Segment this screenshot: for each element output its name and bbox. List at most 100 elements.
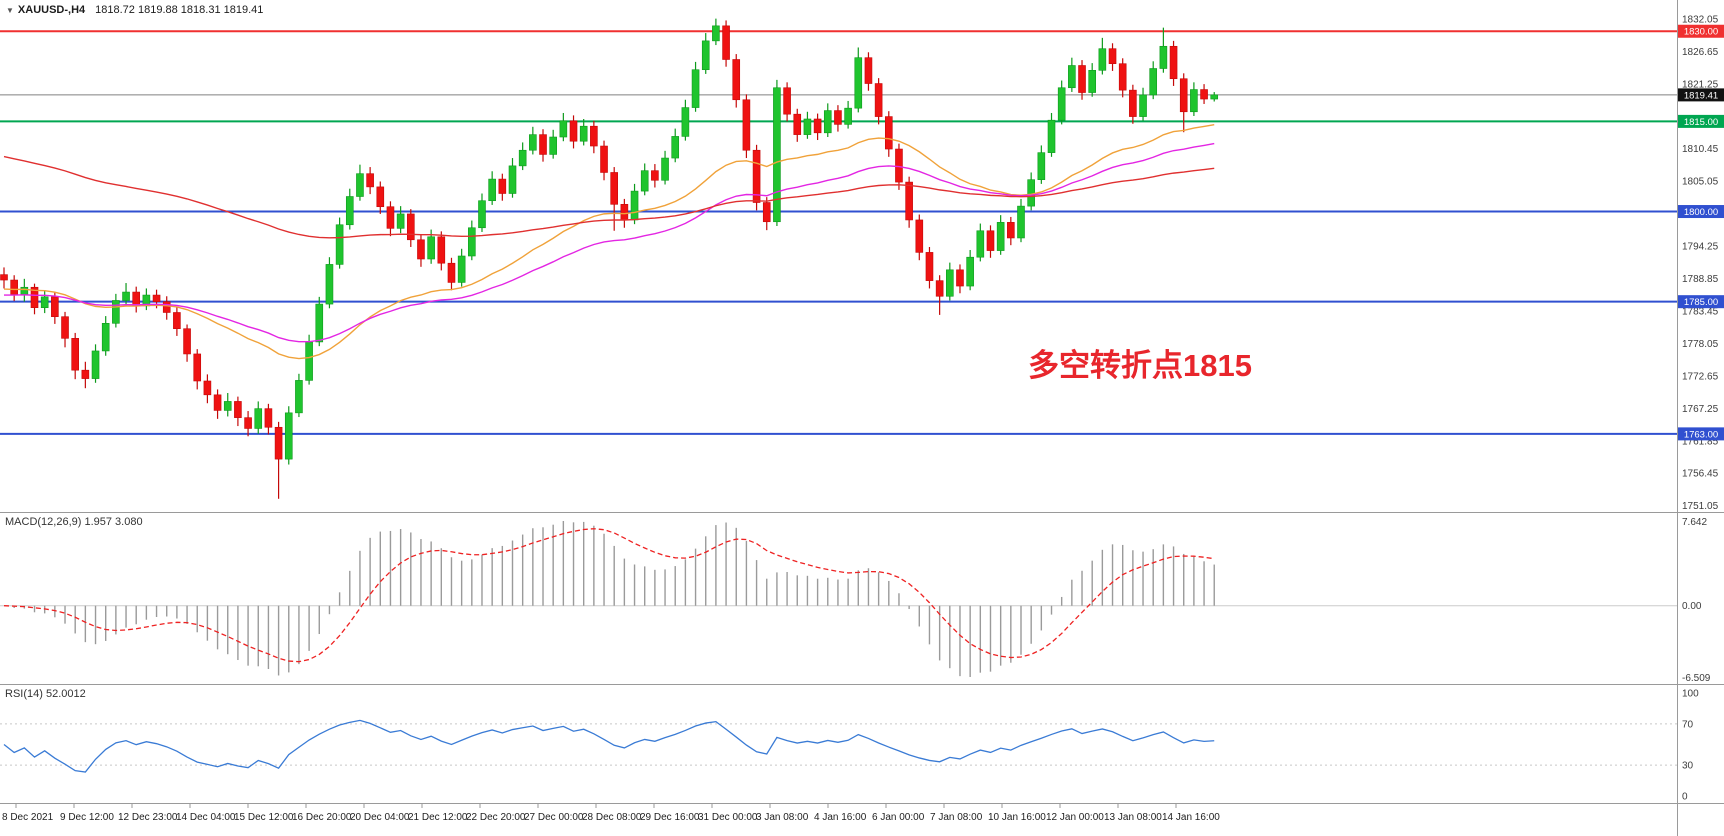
svg-text:1788.85: 1788.85 xyxy=(1682,274,1719,285)
svg-text:15 Dec 12:00: 15 Dec 12:00 xyxy=(234,812,294,823)
svg-text:12 Dec 23:00: 12 Dec 23:00 xyxy=(118,812,178,823)
candle xyxy=(752,149,761,203)
candle xyxy=(498,178,507,194)
candle xyxy=(539,134,547,155)
candle xyxy=(40,296,49,308)
candle xyxy=(559,120,568,138)
candle xyxy=(1190,89,1198,113)
svg-text:14 Jan 16:00: 14 Jan 16:00 xyxy=(1162,812,1220,823)
svg-text:1830.00: 1830.00 xyxy=(1684,27,1718,38)
candle xyxy=(1179,78,1188,113)
candle xyxy=(1139,94,1147,117)
candle xyxy=(783,87,791,115)
candle xyxy=(508,165,517,194)
svg-text:1751.05: 1751.05 xyxy=(1682,501,1719,512)
macd-chart[interactable]: 7.642 0.00 -6.509 xyxy=(0,513,1724,685)
price-chart-panel[interactable]: 1832.05 1826.65 1821.25 1810.45 1805.05 1794.… xyxy=(0,0,1724,513)
svg-text:100: 100 xyxy=(1682,689,1699,700)
candle xyxy=(51,296,59,317)
symbol-dropdown-icon[interactable]: ▼ xyxy=(6,6,14,15)
candle xyxy=(844,107,852,125)
candle xyxy=(1149,68,1158,96)
candle xyxy=(925,252,934,281)
candle xyxy=(254,408,263,429)
candle xyxy=(518,149,527,167)
svg-text:22 Dec 20:00: 22 Dec 20:00 xyxy=(466,812,526,823)
candle xyxy=(10,279,18,295)
candle xyxy=(71,338,79,371)
candle xyxy=(691,69,700,108)
candle xyxy=(640,170,649,192)
candle xyxy=(315,303,324,343)
svg-text:1819.41: 1819.41 xyxy=(1684,90,1718,101)
candle xyxy=(183,328,191,355)
candle xyxy=(223,401,232,411)
candle xyxy=(61,316,69,339)
candle xyxy=(91,350,100,379)
rsi-indicator-label: RSI(14) 52.0012 xyxy=(5,688,86,700)
svg-text:70: 70 xyxy=(1682,719,1694,730)
candle xyxy=(396,213,405,229)
candle xyxy=(671,136,680,159)
candle xyxy=(935,280,944,297)
candle xyxy=(793,113,802,135)
candle xyxy=(630,190,639,221)
candle xyxy=(20,286,29,295)
candle xyxy=(1159,45,1168,69)
macd-signal-line xyxy=(3,528,1215,663)
candle xyxy=(335,224,344,265)
candle xyxy=(274,426,283,460)
svg-text:4 Jan 16:00: 4 Jan 16:00 xyxy=(814,812,867,823)
candle xyxy=(1078,65,1086,93)
svg-text:0: 0 xyxy=(1682,792,1688,803)
candle xyxy=(986,230,995,251)
candlestick-chart[interactable]: 1832.05 1826.65 1821.25 1810.45 1805.05 1794.… xyxy=(0,0,1724,513)
candle xyxy=(701,40,710,71)
candle xyxy=(956,269,964,287)
svg-text:1815.00: 1815.00 xyxy=(1684,117,1718,128)
candle xyxy=(549,136,557,155)
candle xyxy=(284,412,293,460)
rsi-panel[interactable]: 100 70 30 0 RSI(14) 52.0012 xyxy=(0,685,1724,804)
chart-title-bar: ▼ XAUUSD-,H4 1818.72 1819.88 1818.31 1819.… xyxy=(6,4,263,16)
candle xyxy=(895,148,903,183)
time-axis[interactable]: 8 Dec 2021 9 Dec 12:00 12 Dec 23:00 14 Dec … xyxy=(0,804,1724,836)
rsi-chart[interactable]: 100 70 30 0 xyxy=(0,685,1724,804)
candle xyxy=(81,369,90,379)
candle xyxy=(1027,179,1035,207)
svg-text:1821.25: 1821.25 xyxy=(1682,79,1719,90)
price-badge xyxy=(1678,24,1724,38)
candle xyxy=(234,401,242,418)
macd-panel[interactable]: 7.642 0.00 -6.509 MACD(12,26,9) 1.957 3.08… xyxy=(0,513,1724,685)
candle xyxy=(356,173,364,197)
svg-text:0.00: 0.00 xyxy=(1682,601,1702,612)
svg-text:1832.05: 1832.05 xyxy=(1682,14,1719,25)
svg-text:1778.05: 1778.05 xyxy=(1682,339,1719,350)
candle xyxy=(884,116,893,150)
svg-text:1805.05: 1805.05 xyxy=(1682,177,1719,188)
candle xyxy=(1200,89,1208,100)
ma-line-slow xyxy=(3,155,1215,239)
candle xyxy=(478,200,486,229)
svg-text:10 Jan 16:00: 10 Jan 16:00 xyxy=(988,812,1046,823)
candle xyxy=(966,256,974,287)
svg-text:7.642: 7.642 xyxy=(1682,517,1707,528)
candle xyxy=(345,196,354,226)
price-badge xyxy=(1678,427,1724,441)
svg-text:-6.509: -6.509 xyxy=(1682,673,1711,684)
macd-indicator-label: MACD(12,26,9) 1.957 3.080 xyxy=(5,516,143,528)
candle xyxy=(386,206,395,229)
candle xyxy=(152,294,161,302)
candle xyxy=(651,170,659,181)
svg-text:6 Jan 00:00: 6 Jan 00:00 xyxy=(872,812,925,823)
candle xyxy=(1129,89,1137,117)
symbol-timeframe-label: XAUUSD-,H4 xyxy=(17,4,86,16)
candle xyxy=(1047,119,1056,153)
candle xyxy=(1169,45,1178,80)
svg-text:30: 30 xyxy=(1682,761,1694,772)
candle xyxy=(1088,70,1096,93)
ohlc-values: 1818.72 1819.88 1818.31 1819.41 xyxy=(95,4,264,16)
svg-text:1785.00: 1785.00 xyxy=(1684,297,1718,308)
candle xyxy=(244,417,252,429)
